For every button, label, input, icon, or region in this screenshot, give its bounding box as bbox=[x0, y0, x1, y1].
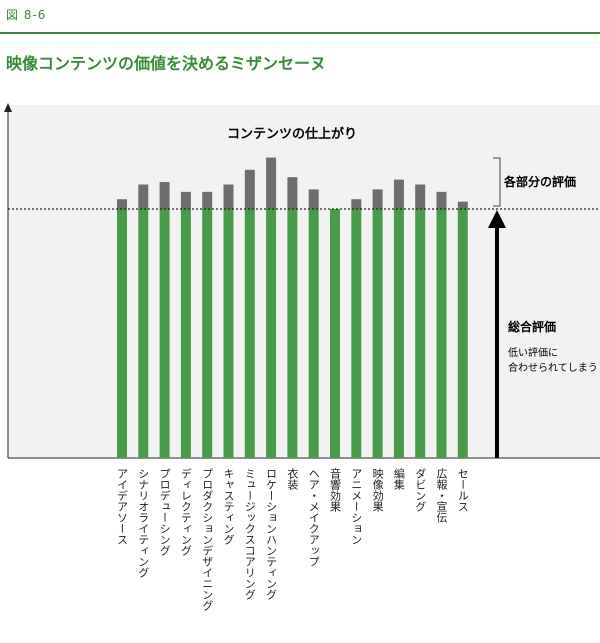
category-labels: アイデアソース シナリオライティング プロデューシング ディレクティング プロダクション… bbox=[116, 467, 470, 611]
bar-base bbox=[436, 209, 447, 458]
bar-base bbox=[159, 209, 170, 458]
figure-number: 図 8-6 bbox=[6, 8, 47, 22]
category-label: プロデューシング bbox=[158, 468, 171, 556]
bar-part-evaluation bbox=[351, 199, 362, 209]
bar-part-evaluation bbox=[117, 199, 127, 209]
header-rule bbox=[0, 32, 600, 34]
category-label: 衣装 bbox=[286, 467, 299, 491]
category-label: ヘア・メイクアップ bbox=[307, 468, 320, 567]
category-label: アイデアソース bbox=[116, 468, 129, 545]
brace-label: 各部分の評価 bbox=[503, 174, 576, 189]
bar-base bbox=[287, 209, 298, 458]
bar-base bbox=[351, 209, 362, 458]
bars bbox=[117, 157, 468, 458]
bar-base bbox=[372, 209, 383, 458]
arrow-note-line2: 合わせられてしまう bbox=[508, 361, 598, 374]
bar-part-evaluation bbox=[138, 184, 149, 209]
evaluation-brace bbox=[493, 157, 501, 207]
bar-base bbox=[415, 209, 426, 458]
bar-part-evaluation bbox=[457, 201, 468, 209]
chart-title: コンテンツの仕上がり bbox=[227, 126, 357, 142]
bar-base bbox=[180, 209, 191, 458]
plot-background bbox=[8, 105, 600, 457]
bar-base bbox=[223, 209, 234, 458]
category-label: ダビング bbox=[414, 468, 427, 512]
category-label: キャスティング bbox=[222, 468, 235, 545]
category-label: セールス bbox=[456, 468, 469, 512]
bar-base bbox=[244, 209, 255, 458]
category-label: 音響効果 bbox=[329, 467, 342, 513]
bar-base bbox=[266, 209, 277, 458]
arrow-note-line1: 低い評価に bbox=[508, 346, 558, 359]
y-axis-arrow bbox=[4, 103, 12, 112]
category-label: 映像効果 bbox=[371, 468, 384, 513]
figure-title: 映像コンテンツの価値を決めるミザンセーヌ bbox=[6, 54, 327, 73]
bar-base bbox=[308, 209, 319, 458]
category-label: アニメーション bbox=[350, 468, 363, 545]
bar-part-evaluation bbox=[393, 179, 404, 209]
bar-base bbox=[457, 209, 468, 458]
bar-part-evaluation bbox=[436, 191, 447, 209]
category-label: ディレクティング bbox=[179, 467, 192, 556]
bar-base bbox=[138, 209, 149, 458]
category-label: ミュージックスコアリング bbox=[243, 468, 256, 600]
bar-part-evaluation bbox=[244, 169, 255, 209]
bar-base bbox=[393, 209, 404, 458]
bar-base bbox=[117, 209, 127, 458]
bar-base bbox=[202, 209, 213, 458]
bar-part-evaluation bbox=[415, 184, 426, 209]
bar-part-evaluation bbox=[266, 157, 277, 209]
arrow-label: 総合評価 bbox=[508, 319, 556, 334]
overall-arrow-head bbox=[488, 210, 506, 228]
category-label: シナリオライティング bbox=[137, 468, 150, 578]
category-label: プロダクションデザイニング bbox=[201, 468, 214, 611]
bar-part-evaluation bbox=[180, 191, 191, 209]
bar-part-evaluation bbox=[372, 189, 383, 209]
category-label: 編集 bbox=[392, 467, 405, 490]
category-label: 広報・宣伝 bbox=[435, 468, 448, 523]
bar-base bbox=[330, 209, 340, 458]
bar-part-evaluation bbox=[287, 177, 298, 209]
bar-part-evaluation bbox=[159, 182, 170, 209]
bar-part-evaluation bbox=[223, 184, 234, 209]
bar-part-evaluation bbox=[202, 191, 213, 209]
bar-part-evaluation bbox=[308, 189, 319, 209]
category-label: ロケーションハンティング bbox=[265, 468, 278, 600]
